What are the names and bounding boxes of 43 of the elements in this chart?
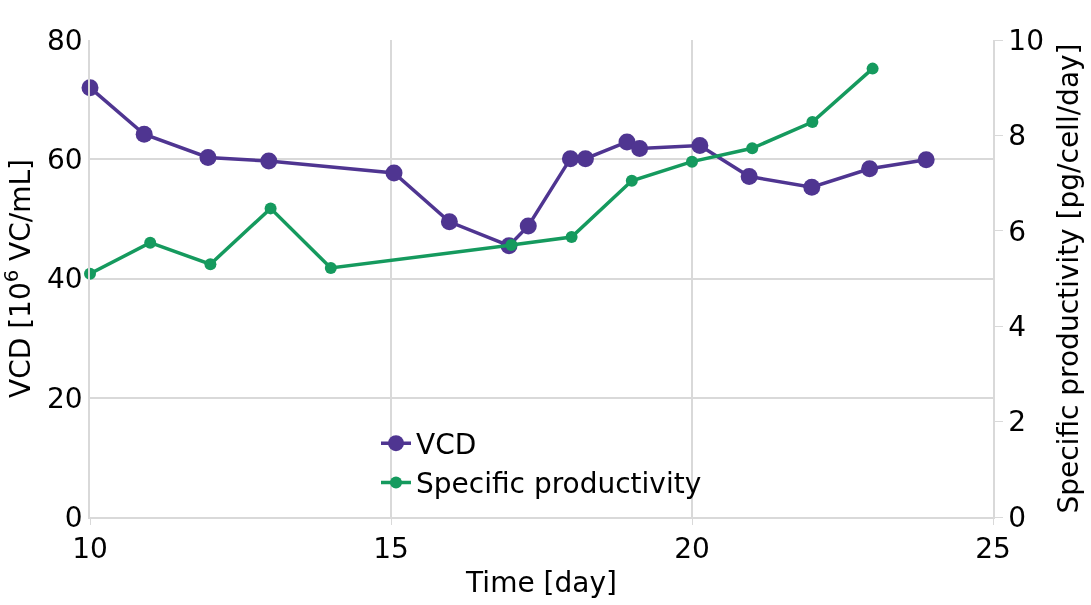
y-tick-label: 80 xyxy=(47,23,83,57)
point xyxy=(917,151,935,169)
point xyxy=(519,217,537,235)
point xyxy=(204,258,217,271)
point xyxy=(264,202,277,215)
y2-axis-title: Specific productivity [pg/cell/day] xyxy=(1051,43,1085,514)
y2-tick-label: 8 xyxy=(1008,119,1027,153)
y2-tick-label: 6 xyxy=(1008,214,1027,248)
y2-tick-label: 10 xyxy=(1008,23,1044,57)
point xyxy=(631,140,649,158)
point xyxy=(565,231,578,243)
x-tick-label: 15 xyxy=(373,532,409,566)
y-tick-label: 20 xyxy=(47,381,83,415)
legend-label: VCD xyxy=(416,428,477,462)
point xyxy=(691,137,709,155)
point xyxy=(625,174,638,187)
point xyxy=(144,236,157,249)
point xyxy=(686,155,698,168)
point xyxy=(803,178,821,196)
legend-label: Specific productivity xyxy=(416,467,702,501)
x-tick-label: 20 xyxy=(674,532,710,566)
point xyxy=(385,164,403,182)
point xyxy=(324,262,337,274)
point xyxy=(199,148,217,166)
y-tick-label: 0 xyxy=(64,500,83,534)
point xyxy=(440,213,458,231)
y2-tick-label: 4 xyxy=(1008,310,1027,343)
y2-tick-label: 2 xyxy=(1008,405,1027,439)
x-axis-title: Time [day] xyxy=(465,565,617,599)
y2-tick-label: 0 xyxy=(1008,500,1027,534)
point xyxy=(866,62,879,75)
point xyxy=(260,152,278,170)
point xyxy=(746,142,759,155)
point xyxy=(576,150,594,168)
point xyxy=(861,160,879,178)
x-tick-label: 25 xyxy=(975,532,1011,566)
y-tick-label: 60 xyxy=(47,143,83,177)
y-tick-label: 40 xyxy=(47,262,83,296)
point xyxy=(561,150,579,168)
point xyxy=(806,116,819,129)
point xyxy=(135,125,153,143)
x-tick-label: 10 xyxy=(72,532,108,566)
point xyxy=(740,168,758,186)
